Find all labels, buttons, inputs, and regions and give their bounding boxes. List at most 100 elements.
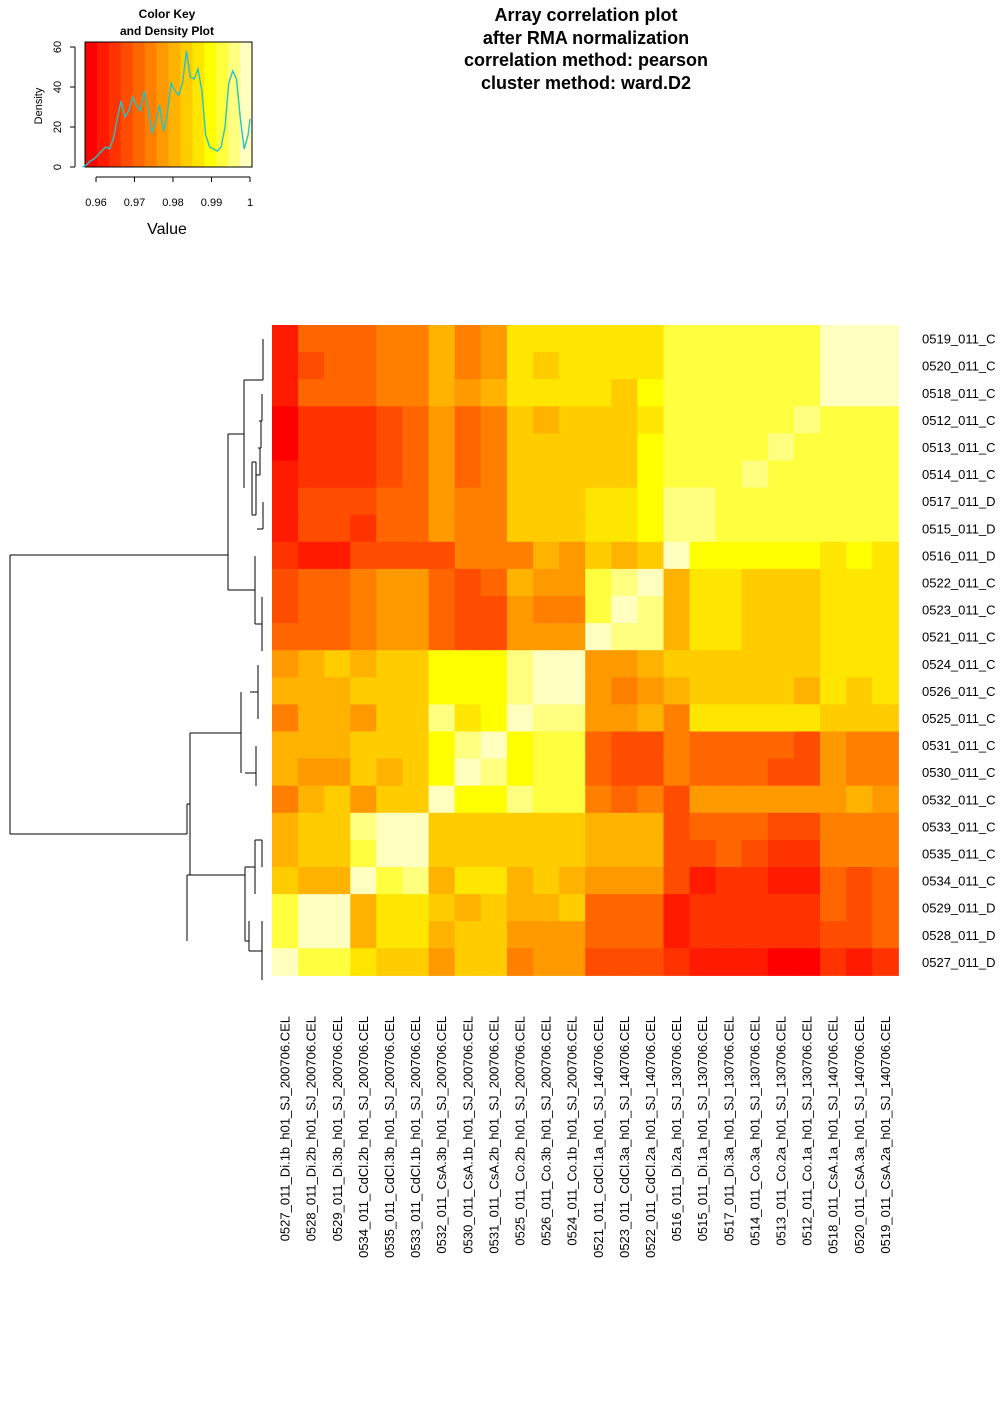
- heatmap-cell: [533, 514, 560, 543]
- color-key-band: [108, 42, 122, 167]
- color-key-band: [132, 42, 146, 167]
- heatmap-cell: [820, 352, 847, 380]
- heatmap-cell: [402, 948, 430, 976]
- heatmap-cell: [298, 758, 325, 787]
- heatmap-cell: [402, 568, 430, 597]
- heatmap-cell: [506, 433, 534, 461]
- color-key-band: [204, 42, 217, 167]
- heatmap-cell: [454, 677, 482, 705]
- heatmap-cell: [689, 650, 717, 678]
- heatmap-cell: [506, 921, 534, 949]
- heatmap-cell: [820, 514, 847, 543]
- heatmap-cell: [376, 379, 403, 407]
- heatmap-cell: [794, 406, 821, 434]
- heatmap-cell: [454, 650, 482, 678]
- heatmap-cell: [611, 325, 638, 353]
- heatmap-cell: [872, 433, 899, 461]
- heatmap-cell: [663, 541, 691, 570]
- heatmap-cell: [428, 568, 456, 597]
- heatmap-cell: [480, 596, 508, 624]
- heatmap-cell: [480, 406, 508, 434]
- heatmap-cell: [715, 325, 743, 353]
- heatmap-cell: [715, 677, 743, 705]
- heatmap-cell: [689, 541, 717, 570]
- heatmap-cell: [324, 731, 351, 760]
- heatmap-cell: [272, 758, 299, 787]
- heatmap-cell: [637, 704, 664, 732]
- column-label: 0523_011_CdCl.3a_h01_SJ_140706.CEL: [617, 1016, 632, 1258]
- heatmap-cell: [767, 325, 795, 353]
- heatmap-cell: [611, 677, 638, 705]
- column-label: 0519_011_CsA.2a_h01_SJ_140706.CEL: [878, 1016, 893, 1254]
- color-key-band: [96, 42, 110, 167]
- heatmap-cell: [637, 650, 664, 678]
- column-label: 0522_011_CdCl.2a_h01_SJ_140706.CEL: [643, 1016, 658, 1258]
- heatmap-cell: [689, 758, 717, 787]
- column-label: 0514_011_Co.3a_h01_SJ_130706.CEL: [747, 1016, 762, 1246]
- heatmap-cell: [533, 948, 560, 976]
- heatmap-cell: [480, 785, 508, 814]
- heatmap-cell: [767, 568, 795, 597]
- heatmap-cell: [480, 352, 508, 380]
- heatmap-cell: [585, 623, 612, 651]
- heatmap-cell: [559, 894, 586, 922]
- heatmap-cell: [741, 839, 769, 868]
- heatmap-cell: [611, 921, 638, 949]
- heatmap-cell: [272, 514, 299, 543]
- heatmap-cell: [533, 758, 560, 787]
- column-label: 0527_011_Di.1b_h01_SJ_200706.CEL: [278, 1016, 293, 1241]
- heatmap-cell: [428, 460, 456, 489]
- heatmap-cell: [480, 623, 508, 651]
- heatmap-cell: [820, 568, 847, 597]
- heatmap-cell: [376, 677, 403, 705]
- heatmap-cell: [324, 541, 351, 570]
- heatmap-cell: [533, 352, 560, 380]
- heatmap-cell: [559, 514, 586, 543]
- heatmap-cell: [794, 921, 821, 949]
- heatmap-cell: [324, 623, 351, 651]
- heatmap-cell: [402, 894, 430, 922]
- heatmap-cell: [402, 921, 430, 949]
- heatmap-cell: [741, 487, 769, 516]
- heatmap-cell: [402, 487, 430, 516]
- heatmap-cell: [741, 812, 769, 841]
- heatmap-cell: [872, 514, 899, 543]
- heatmap-cell: [454, 379, 482, 407]
- heatmap-cell: [846, 379, 873, 407]
- heatmap-cell: [611, 623, 638, 651]
- heatmap-cell: [846, 514, 873, 543]
- heatmap-cell: [585, 406, 612, 434]
- heatmap-cell: [428, 514, 456, 543]
- heatmap-cell: [402, 785, 430, 814]
- heatmap-cell: [324, 812, 351, 841]
- row-label: 0516_011_D: [922, 548, 996, 563]
- heatmap-cell: [767, 839, 795, 868]
- heatmap-cell: [454, 839, 482, 868]
- heatmap-cell: [741, 514, 769, 543]
- heatmap-cell: [533, 704, 560, 732]
- heatmap-cell: [506, 568, 534, 597]
- heatmap-cell: [428, 379, 456, 407]
- heatmap-cell: [663, 596, 691, 624]
- heatmap-cell: [663, 352, 691, 380]
- heatmap-cell: [741, 352, 769, 380]
- heatmap-cell: [611, 650, 638, 678]
- heatmap-cell: [324, 677, 351, 705]
- column-label: 0518_011_CsA.1a_h01_SJ_140706.CEL: [826, 1016, 841, 1254]
- heatmap-cell: [663, 785, 691, 814]
- heatmap-cell: [689, 839, 717, 868]
- heatmap-cell: [820, 677, 847, 705]
- heatmap-cell: [298, 487, 325, 516]
- heatmap-cell: [324, 514, 351, 543]
- heatmap-cell: [872, 758, 899, 787]
- heatmap-cell: [402, 867, 430, 895]
- heatmap-cell: [454, 812, 482, 841]
- heatmap-cell: [663, 948, 691, 976]
- heatmap-cell: [663, 623, 691, 651]
- heatmap-cell: [663, 514, 691, 543]
- heatmap-cell: [689, 785, 717, 814]
- heatmap-cell: [480, 379, 508, 407]
- row-label: 0520_011_C: [922, 359, 996, 374]
- heatmap-cell: [506, 352, 534, 380]
- heatmap-cell: [324, 948, 351, 976]
